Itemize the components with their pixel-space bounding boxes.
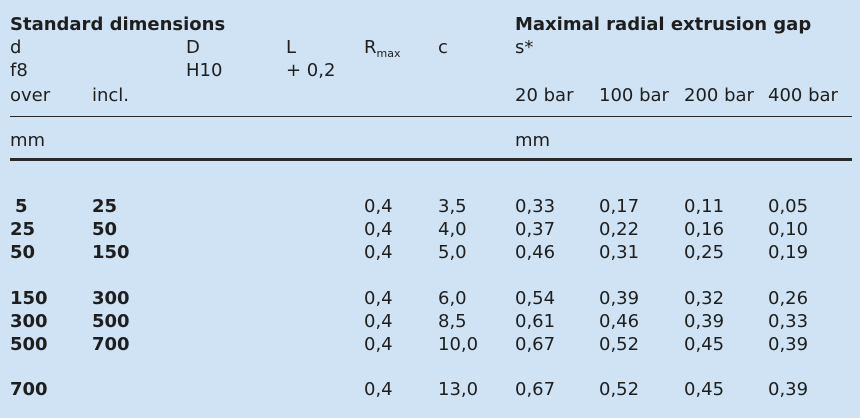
cell-s400: 0,10 [768,219,809,240]
cell-s20: 0,33 [515,196,556,217]
header-divider-thick [10,158,852,161]
cell-c: 8,5 [438,311,467,332]
cell-incl: 150 [92,242,130,263]
cell-s20: 0,67 [515,334,556,355]
col-pressure-20: 20 bar [515,85,574,106]
cell-r: 0,4 [364,288,393,309]
cell-s100: 0,39 [599,288,640,309]
cell-s200: 0,25 [684,242,725,263]
cell-c: 5,0 [438,242,467,263]
col-d-label: d [10,37,22,58]
cell-r: 0,4 [364,379,393,400]
cell-s20: 0,61 [515,311,556,332]
cell-r: 0,4 [364,242,393,263]
cell-over: 5 [15,196,28,217]
cell-s200: 0,32 [684,288,725,309]
cell-s200: 0,11 [684,196,725,217]
cell-s20: 0,54 [515,288,556,309]
cell-s20: 0,67 [515,379,556,400]
cell-s100: 0,31 [599,242,640,263]
col-L-label: L [286,37,297,58]
cell-s20: 0,46 [515,242,556,263]
cell-over: 50 [10,242,36,263]
cell-r: 0,4 [364,311,393,332]
unit-right: mm [515,130,551,151]
cell-c: 3,5 [438,196,467,217]
cell-over: 500 [10,334,48,355]
col-incl-label: incl. [92,85,130,106]
cell-incl: 700 [92,334,130,355]
cell-s100: 0,52 [599,379,640,400]
header-divider-thin [10,116,852,117]
cell-s200: 0,39 [684,311,725,332]
col-pressure-100: 100 bar [599,85,669,106]
col-s-label: s* [515,37,534,58]
col-c-label: c [438,37,448,58]
cell-s20: 0,37 [515,219,556,240]
cell-r: 0,4 [364,334,393,355]
cell-r: 0,4 [364,219,393,240]
group-title-standard-dimensions: Standard dimensions [10,14,226,35]
cell-incl: 25 [92,196,118,217]
col-L-tolerance: + 0,2 [286,60,336,81]
cell-over: 25 [10,219,36,240]
col-D-label: D [186,37,200,58]
col-pressure-200: 200 bar [684,85,754,106]
cell-s400: 0,26 [768,288,809,309]
cell-s200: 0,16 [684,219,725,240]
col-d-tolerance: f8 [10,60,28,81]
cell-c: 13,0 [438,379,479,400]
col-D-tolerance: H10 [186,60,223,81]
cell-s400: 0,33 [768,311,809,332]
cell-s100: 0,22 [599,219,640,240]
cell-s100: 0,17 [599,196,640,217]
cell-over: 150 [10,288,48,309]
cell-s100: 0,52 [599,334,640,355]
col-pressure-400: 400 bar [768,85,838,106]
cell-over: 700 [10,379,48,400]
cell-s100: 0,46 [599,311,640,332]
cell-c: 6,0 [438,288,467,309]
cell-incl: 300 [92,288,130,309]
cell-r: 0,4 [364,196,393,217]
group-title-extrusion-gap: Maximal radial extrusion gap [515,14,812,35]
cell-s400: 0,39 [768,379,809,400]
unit-left: mm [10,130,46,151]
cell-s400: 0,05 [768,196,809,217]
cell-s400: 0,19 [768,242,809,263]
col-rmax-subscript: max [376,47,401,60]
cell-incl: 500 [92,311,130,332]
cell-c: 10,0 [438,334,479,355]
cell-s400: 0,39 [768,334,809,355]
col-over-label: over [10,85,51,106]
cell-c: 4,0 [438,219,467,240]
cell-incl: 50 [92,219,118,240]
cell-s200: 0,45 [684,379,725,400]
cell-s200: 0,45 [684,334,725,355]
cell-over: 300 [10,311,48,332]
col-rmax-label: Rmax [364,37,401,60]
